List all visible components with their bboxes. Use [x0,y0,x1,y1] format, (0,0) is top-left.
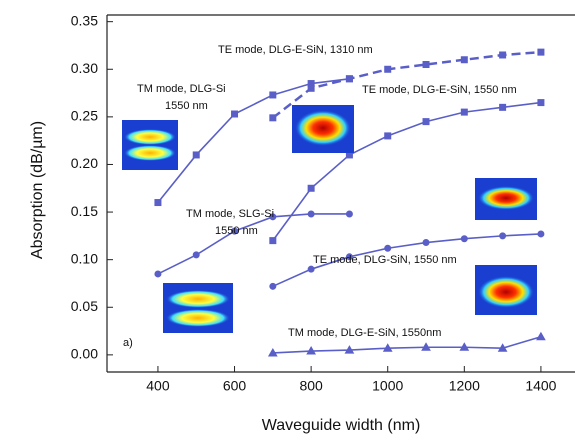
x-tick-label: 600 [223,378,247,394]
series-line [272,233,541,288]
series-line [272,101,542,242]
annotation: TM mode, DLG-E-SiN, 1550nm [288,327,441,339]
x-axis-label: Waveguide width (nm) [262,417,421,434]
annotation: TE mode, DLG-E-SiN, 1550 nm [362,84,517,96]
marker [537,48,545,56]
marker [422,118,430,126]
marker [192,251,200,259]
x-tick-label: 1400 [525,378,556,394]
marker [192,151,200,159]
marker [499,103,507,111]
marker [269,282,277,290]
mode-inset [475,178,537,220]
marker [345,253,353,261]
annotation: 1550 nm [165,100,208,112]
marker [269,114,277,122]
series-line [157,77,350,204]
annotation: a) [123,337,133,349]
mode-insets [122,105,537,333]
x-tick-label: 1000 [372,378,403,394]
annotation: TM mode, DLG-Si [137,83,226,95]
x-tick-label: 1200 [449,378,480,394]
y-tick-label: 0.00 [71,346,98,362]
marker [384,132,392,140]
marker [269,237,277,245]
marker [499,51,507,59]
marker [422,61,430,69]
mode-inset [475,265,537,315]
marker [384,244,392,252]
annotation: TM mode, SLG-Si [186,208,274,220]
marker [460,56,468,64]
marker [231,110,239,118]
marker [307,265,315,273]
marker [154,270,162,278]
mode-inset [122,120,178,170]
marker [421,342,431,351]
marker [269,213,277,221]
marker [460,235,468,243]
marker [382,343,393,352]
y-tick-label: 0.05 [71,298,98,314]
marker [460,108,468,116]
marker [497,343,508,352]
marker [307,84,315,92]
series-line [272,50,542,119]
marker [536,331,546,341]
marker [345,75,353,83]
y-axis-label: Absorption (dB/µm) [29,121,46,259]
mode-inset [163,283,233,333]
plot-area: 0.00 0.05 0.10 0.15 0.20 0.25 0.30 0.35 400 600 80… [71,12,557,393]
marker [307,184,315,192]
annotation: TE mode, DLG-SiN, 1550 nm [313,254,457,266]
y-tick-label: 0.25 [71,108,98,124]
y-tick-label: 0.15 [71,203,98,219]
series-line [157,213,350,275]
marker [537,99,545,107]
annotation: 1550 nm [215,225,258,237]
x-tick-label: 400 [146,378,170,394]
marker [537,230,545,238]
y-tick-label: 0.20 [71,155,98,171]
x-tick-label: 800 [299,378,323,394]
y-tick-label: 0.35 [71,12,98,28]
marker [499,232,507,240]
marker [345,210,353,218]
marker [269,91,277,99]
marker [231,227,239,235]
marker [267,347,278,357]
marker [459,342,470,351]
marker [422,239,430,247]
series-line [272,336,542,354]
annotation: TE mode, DLG-E-SiN, 1310 nm [218,44,373,56]
marker [154,199,162,207]
marker [307,210,315,218]
y-tick-label: 0.30 [71,60,98,76]
marker [344,345,355,354]
marker [306,346,316,355]
mode-inset [292,105,354,153]
marker [384,65,392,73]
y-tick-label: 0.10 [71,250,98,266]
